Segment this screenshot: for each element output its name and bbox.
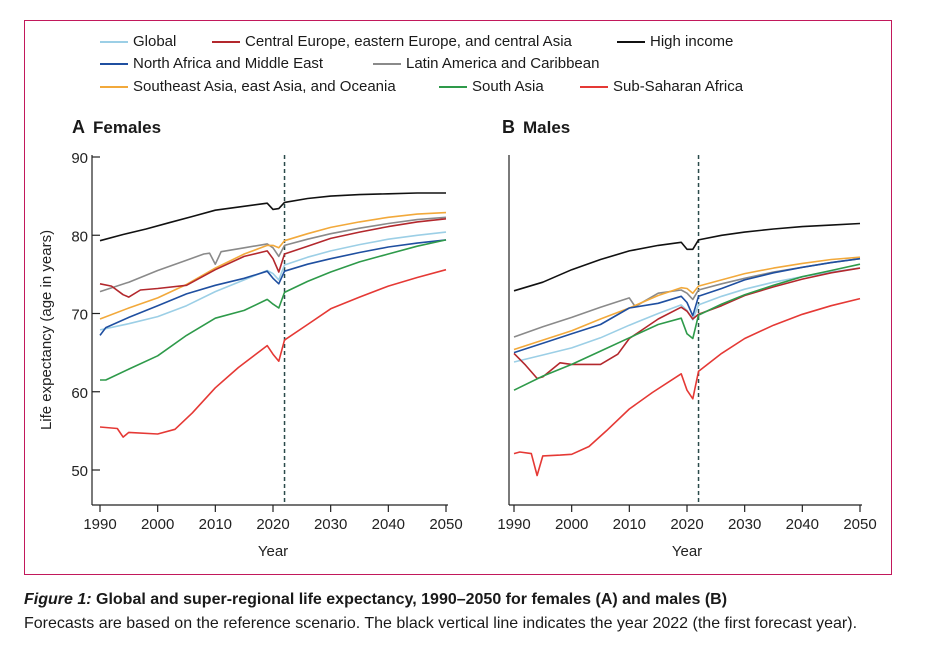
y-axis-label: Life expectancy (age in years) (38, 230, 55, 430)
x-tick-label: 2030 (728, 516, 761, 533)
series-line-b-global (513, 267, 861, 363)
legend-swatch (100, 40, 128, 43)
series-line-a-latin-america-and-caribbean (99, 216, 447, 293)
series-line-a-southeast-asia-east-asia-and-oceania (99, 211, 447, 320)
panel-b-title: B Males (502, 117, 570, 138)
x-axis-label-b: Year (672, 543, 702, 560)
y-tick-label: 90 (71, 150, 88, 167)
series-line-a-south-asia (100, 239, 447, 381)
series-line-b-sub-saharan-africa (513, 297, 861, 477)
legend-swatch (100, 85, 128, 88)
series-line-a-high-income (99, 192, 446, 242)
series-line-a-north-africa-and-middle-east (99, 239, 447, 336)
x-tick-label: 2010 (199, 516, 232, 533)
legend-swatch (580, 85, 608, 88)
legend-swatch (617, 40, 645, 43)
x-tick-label: 2030 (314, 516, 347, 533)
legend-label: North Africa and Middle East (133, 55, 324, 72)
figure-caption: Figure 1: Global and super-regional life… (24, 588, 904, 636)
figure-frame (24, 20, 892, 575)
legend-swatch (212, 40, 240, 43)
x-tick-label: 2000 (555, 516, 588, 533)
life-expectancy-chart: 50 60 70 80 90 1990 2000 2010 2020 2030 2040 2050 Ye… (38, 150, 877, 560)
legend-item-sub-saharan-africa: Sub-Saharan Africa (580, 78, 743, 95)
x-tick-label: 2010 (613, 516, 646, 533)
y-tick-label: 80 (71, 228, 88, 245)
legend-label: Central Europe, eastern Europe, and cent… (245, 33, 572, 50)
series-line-a-central-europe-eastern-europe-and-central-asia (99, 218, 447, 298)
y-tick-label: 50 (71, 463, 88, 480)
series-line-a-sub-saharan-africa (99, 268, 447, 438)
series-line-b-high-income (513, 222, 861, 292)
caption-text: Forecasts are based on the reference sce… (24, 615, 858, 632)
series-line-b-south-asia (513, 263, 861, 391)
x-tick-label: 2040 (786, 516, 819, 533)
series-line-b-latin-america-and-caribbean (513, 257, 861, 338)
legend-label: High income (650, 33, 734, 50)
panel-a-title: A Females (72, 117, 161, 138)
x-tick-label: 2020 (256, 516, 289, 533)
x-tick-label: 2020 (670, 516, 703, 533)
x-tick-label: 2050 (843, 516, 876, 533)
legend-label: Global (133, 33, 177, 50)
legend-label: South Asia (472, 78, 544, 95)
series-line-b-north-africa-and-middle-east (513, 257, 861, 354)
series-line-a-global (99, 231, 447, 331)
y-tick-label: 60 (71, 385, 88, 402)
legend-swatch (439, 85, 467, 88)
panel-a-letter: A (72, 117, 85, 137)
x-tick-label: 2050 (429, 516, 462, 533)
x-axis-label-a: Year (258, 543, 288, 560)
legend-label: Sub-Saharan Africa (613, 78, 744, 95)
legend-label: Latin America and Caribbean (406, 55, 600, 72)
series-line-b-central-europe-eastern-europe-and-central-asia (513, 267, 861, 380)
y-tick-label: 70 (71, 307, 88, 324)
caption-title-text: Global and super-regional life expectanc… (96, 591, 728, 608)
panel-b-label: Males (523, 118, 571, 137)
x-tick-label: 2000 (141, 516, 174, 533)
panel-a-label: Females (93, 118, 162, 137)
caption-title: Figure 1: Global and super-regional life… (24, 588, 904, 612)
chart-legend: Global Central Europe, eastern Europe, a… (0, 0, 948, 110)
legend-swatch (373, 62, 401, 65)
x-tick-label: 1990 (83, 516, 116, 533)
series-line-b-southeast-asia-east-asia-and-oceania (513, 256, 861, 351)
x-tick-label: 2040 (372, 516, 405, 533)
legend-item-high-income: High income (617, 33, 733, 50)
panel-b-letter: B (502, 117, 515, 137)
legend-item-south-asia: South Asia (439, 78, 544, 95)
legend-item-north-africa: North Africa and Middle East (100, 55, 323, 72)
legend-item-central-europe: Central Europe, eastern Europe, and cent… (212, 33, 572, 50)
legend-item-latin-america: Latin America and Caribbean (373, 55, 599, 72)
legend-swatch (100, 62, 128, 65)
x-tick-label: 1990 (497, 516, 530, 533)
caption-figure-label: Figure 1: (24, 591, 92, 608)
legend-item-global: Global (100, 33, 176, 50)
legend-item-southeast-asia: Southeast Asia, east Asia, and Oceania (100, 78, 396, 95)
legend-label: Southeast Asia, east Asia, and Oceania (133, 78, 396, 95)
